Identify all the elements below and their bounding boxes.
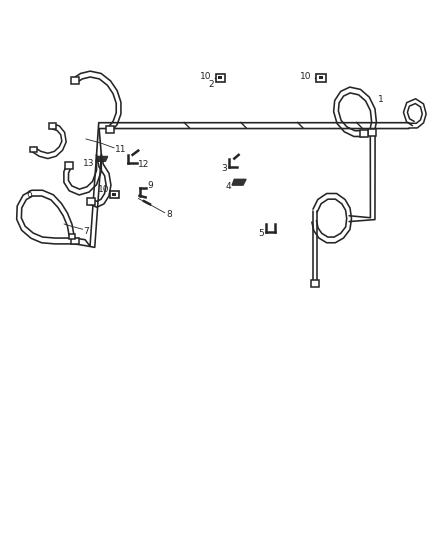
Text: 10: 10 [98,185,109,194]
Text: 2: 2 [208,79,214,88]
Bar [106,126,114,133]
Text: 12: 12 [138,160,150,169]
Text: 6: 6 [26,190,32,199]
Bar [87,198,95,205]
Text: 5: 5 [258,229,264,238]
Bar [311,280,319,287]
Bar [110,191,119,198]
Bar [218,76,223,79]
Bar [49,123,56,129]
Polygon shape [96,157,108,161]
Text: 13: 13 [83,159,95,168]
Text: —: — [214,72,223,82]
Bar [368,130,376,136]
Bar [69,233,75,239]
Bar [113,193,116,196]
Text: 10: 10 [300,71,311,80]
Text: 9: 9 [147,181,153,190]
Text: 11: 11 [115,145,127,154]
Text: 8: 8 [166,210,173,219]
Polygon shape [232,179,246,185]
Text: 10: 10 [200,71,211,80]
Text: 4: 4 [225,182,231,191]
Bar [316,74,325,82]
Bar [71,238,79,244]
Text: 3: 3 [221,164,227,173]
Bar [319,76,323,79]
Bar [30,147,37,152]
Text: —: — [95,157,104,166]
Text: —: — [314,72,324,82]
Bar [360,131,368,137]
Bar [215,74,225,82]
Text: 7: 7 [84,227,89,236]
Bar [71,77,79,84]
Bar [65,163,73,168]
Text: 1: 1 [378,94,384,103]
